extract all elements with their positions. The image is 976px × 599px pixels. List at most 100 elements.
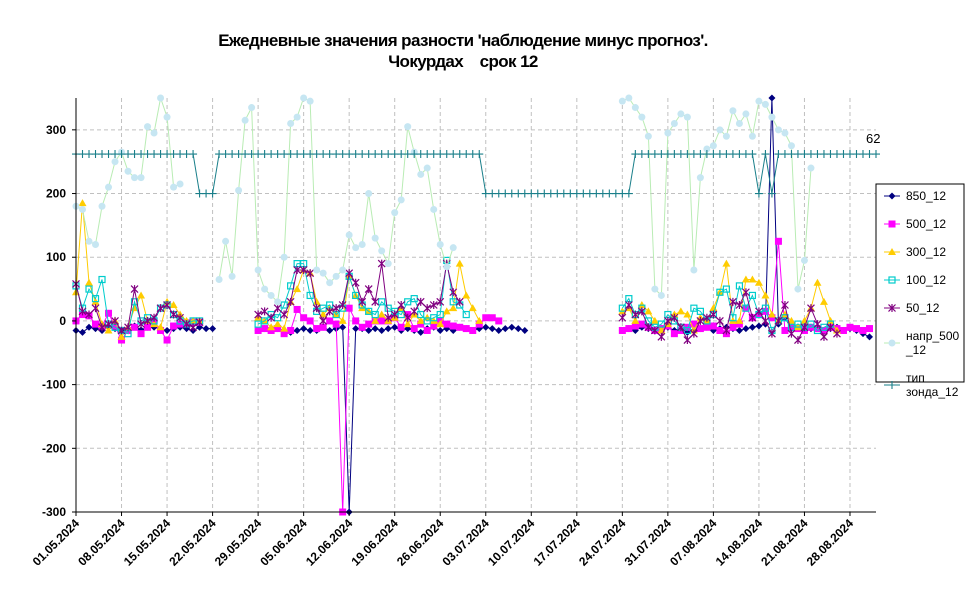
- series-1-point-1-33: [469, 326, 477, 334]
- series-1-point-1-32: [462, 325, 470, 333]
- series-4-point-2-22: [761, 316, 770, 325]
- legend-label-5-1: _12: [905, 343, 926, 357]
- series-5-point-1-4: [241, 116, 249, 124]
- series-1-point-0-7: [118, 336, 126, 344]
- series-5-point-2-7: [664, 129, 672, 137]
- series-4-point-1-12: [332, 304, 341, 313]
- series-1-point-0-6: [111, 322, 119, 330]
- series-2-point-2-31: [819, 297, 828, 305]
- series-4-point-0-8: [124, 323, 132, 332]
- series-4-point-1-1: [260, 307, 269, 316]
- series-4-point-2-15: [715, 316, 724, 325]
- y-tick-label-2: 100: [46, 250, 66, 264]
- series-4-point-1-20: [384, 313, 393, 322]
- series-5-point-2-16: [722, 132, 730, 140]
- series-5-point-1-12: [293, 113, 301, 121]
- series-5-point-1-32: [423, 164, 431, 172]
- series-5-point-1-28: [397, 196, 405, 204]
- series-1-point-1-11: [326, 317, 334, 325]
- series-1-point-2-14: [709, 322, 717, 330]
- series-0-point-1-13: [339, 323, 347, 331]
- series-2-point-0-7: [117, 332, 126, 340]
- series-5-point-0-13: [157, 94, 165, 102]
- series-5-point-2-22: [761, 100, 769, 108]
- series-5-point-2-2: [631, 104, 639, 112]
- series-5-point-1-21: [352, 244, 360, 252]
- series-5-point-1-19: [339, 266, 347, 274]
- series-2-point-2-32: [826, 316, 835, 324]
- series-5-point-2-24: [774, 126, 782, 134]
- series-4-point-2-3: [637, 307, 646, 316]
- series-3-point-0-3: [91, 295, 100, 303]
- y-tick-label-3: 0: [59, 314, 66, 328]
- series-1-point-1-7: [300, 314, 308, 322]
- series-1-point-1-15: [352, 317, 360, 325]
- series-2-point-0-5: [104, 326, 113, 334]
- series-5-point-0-11: [144, 123, 152, 131]
- series-1-point-2-24: [774, 237, 782, 245]
- series-6-point-0-106: [761, 150, 770, 159]
- x-tick-label-2: 15.05.2024: [121, 516, 174, 569]
- series-0-point-1-19: [378, 326, 386, 334]
- series-4-point-1-10: [319, 316, 328, 325]
- series-1-point-1-36: [488, 314, 496, 322]
- series-4-point-2-10: [683, 336, 692, 345]
- series-4-point-1-5: [286, 297, 295, 306]
- series-1-point-2-0: [618, 326, 626, 334]
- series-4-point-1-24: [410, 307, 419, 316]
- series-4-point-0-11: [143, 316, 152, 325]
- series-5-point-2-18: [735, 119, 743, 127]
- x-tick-label-16: 21.08.2024: [758, 516, 811, 569]
- series-4-point-1-26: [423, 304, 432, 313]
- series-1-point-1-30: [449, 322, 457, 330]
- series-4-point-1-22: [397, 301, 406, 309]
- series-0-point-1-39: [508, 323, 516, 331]
- series-5-point-2-15: [716, 126, 724, 134]
- series-2-point-2-2: [631, 316, 640, 324]
- series-5-point-2-10: [683, 113, 691, 121]
- series-5-point-1-3: [235, 186, 243, 194]
- series-4-point-0-15: [169, 310, 178, 319]
- series-3-point-1-19: [378, 298, 386, 306]
- series-4-point-2-27: [794, 336, 802, 345]
- series-5-point-1-1: [222, 237, 230, 245]
- series-4-point-0-13: [156, 304, 165, 313]
- series-4-point-0-1: [78, 307, 87, 316]
- series-3-point-1-28: [436, 310, 444, 319]
- series-5-point-2-19: [742, 110, 750, 118]
- series-0-point-0-1: [79, 328, 87, 336]
- series-2-point-1-31: [455, 259, 464, 267]
- series-1-point-1-31: [456, 323, 464, 331]
- series-5-point-2-5: [651, 285, 659, 293]
- x-tick-label-9: 03.07.2024: [440, 516, 493, 569]
- series-1-point-1-22: [397, 323, 405, 331]
- series-5-point-0-15: [170, 183, 178, 191]
- series-1-point-1-19: [378, 317, 386, 325]
- series-3-point-0-9: [130, 298, 139, 306]
- series-2-point-0-13: [156, 323, 165, 331]
- series-5-point-2-0: [618, 97, 626, 105]
- series-3-point-2-12: [696, 307, 704, 315]
- series-1-point-1-14: [345, 304, 353, 312]
- series-0-point-1-28: [436, 326, 444, 334]
- series-0-point-1-6: [293, 326, 301, 334]
- series-4-point-2-7: [663, 316, 672, 325]
- series-2-point-1-13: [338, 316, 347, 324]
- series-0-point-1-7: [300, 325, 308, 333]
- legend-marker-0: [888, 192, 896, 200]
- legend-label-2-0: 300_12: [906, 245, 946, 259]
- series-1-point-2-25: [781, 326, 789, 334]
- series-4-point-2-29: [807, 304, 815, 313]
- series-1-point-2-1: [625, 325, 633, 333]
- series-5-point-1-29: [404, 123, 412, 131]
- series-1-point-1-24: [410, 325, 418, 333]
- series-2-point-1-23: [403, 320, 412, 328]
- series-0-point-2-21: [755, 322, 763, 330]
- series-4-point-1-27: [429, 301, 438, 309]
- series-0-point-2-20: [748, 323, 756, 331]
- series-4-point-2-6: [657, 332, 666, 341]
- series-4-point-1-30: [449, 288, 458, 297]
- x-tick-label-1: 08.05.2024: [75, 516, 128, 569]
- series-3-point-1-18: [371, 310, 379, 319]
- series-2-point-2-5: [650, 316, 659, 324]
